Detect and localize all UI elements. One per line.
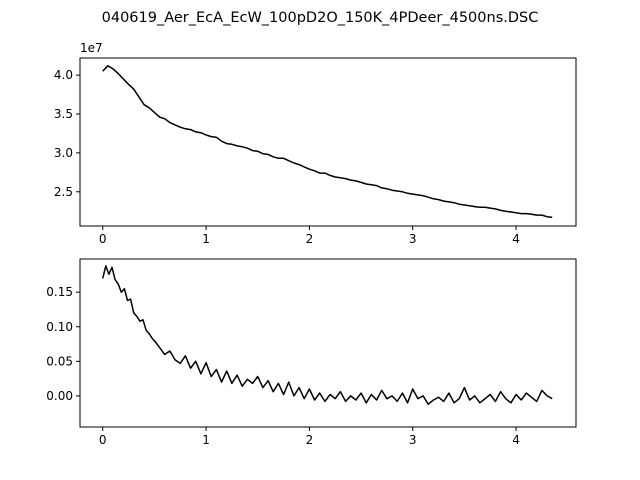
figure-title: 040619_Aer_EcA_EcW_100pD2O_150K_4PDeer_4… [102,10,539,26]
bottom-axes-frame [79,258,577,428]
top-x-tick-label: 3 [409,232,417,246]
bottom-x-tick-label: 1 [202,433,210,447]
bottom-series [101,265,553,405]
top-offset-label: 1e7 [80,41,103,55]
bottom-x-tick-label: 2 [306,433,314,447]
bottom-x-tick-label: 3 [409,433,417,447]
top-y-ticks: 2.5 3.0 3.5 4.0 [54,68,80,199]
top-axes-frame [79,57,577,227]
top-x-tick-label: 2 [306,232,314,246]
top-x-tick-label: 1 [202,232,210,246]
top-axes: 0 1 2 3 4 2.5 3.0 3.5 4.0 1e7 [54,41,577,246]
top-x-ticks: 0 1 2 3 4 [99,226,520,246]
bottom-y-tick-label: 0.05 [46,354,73,368]
top-y-tick-label: 2.5 [54,185,73,199]
top-y-tick-label: 3.5 [54,107,73,121]
bottom-y-tick-label: 0.00 [46,389,73,403]
bottom-x-tick-label: 0 [99,433,107,447]
bottom-y-tick-label: 0.10 [46,320,73,334]
bottom-y-ticks: 0.00 0.05 0.10 0.15 [46,285,80,403]
top-x-tick-label: 0 [99,232,107,246]
bottom-series-line-0 [101,265,553,405]
bottom-axes: 0 1 2 3 4 0.00 0.05 0.10 0.15 [46,258,577,447]
bottom-y-tick-label: 0.15 [46,285,73,299]
top-y-tick-label: 4.0 [54,68,73,82]
top-x-tick-label: 4 [512,232,520,246]
bottom-x-ticks: 0 1 2 3 4 [99,427,520,447]
top-series-line-0 [102,65,553,219]
bottom-x-tick-label: 4 [512,433,520,447]
top-y-tick-label: 3.0 [54,146,73,160]
top-series [102,65,553,219]
